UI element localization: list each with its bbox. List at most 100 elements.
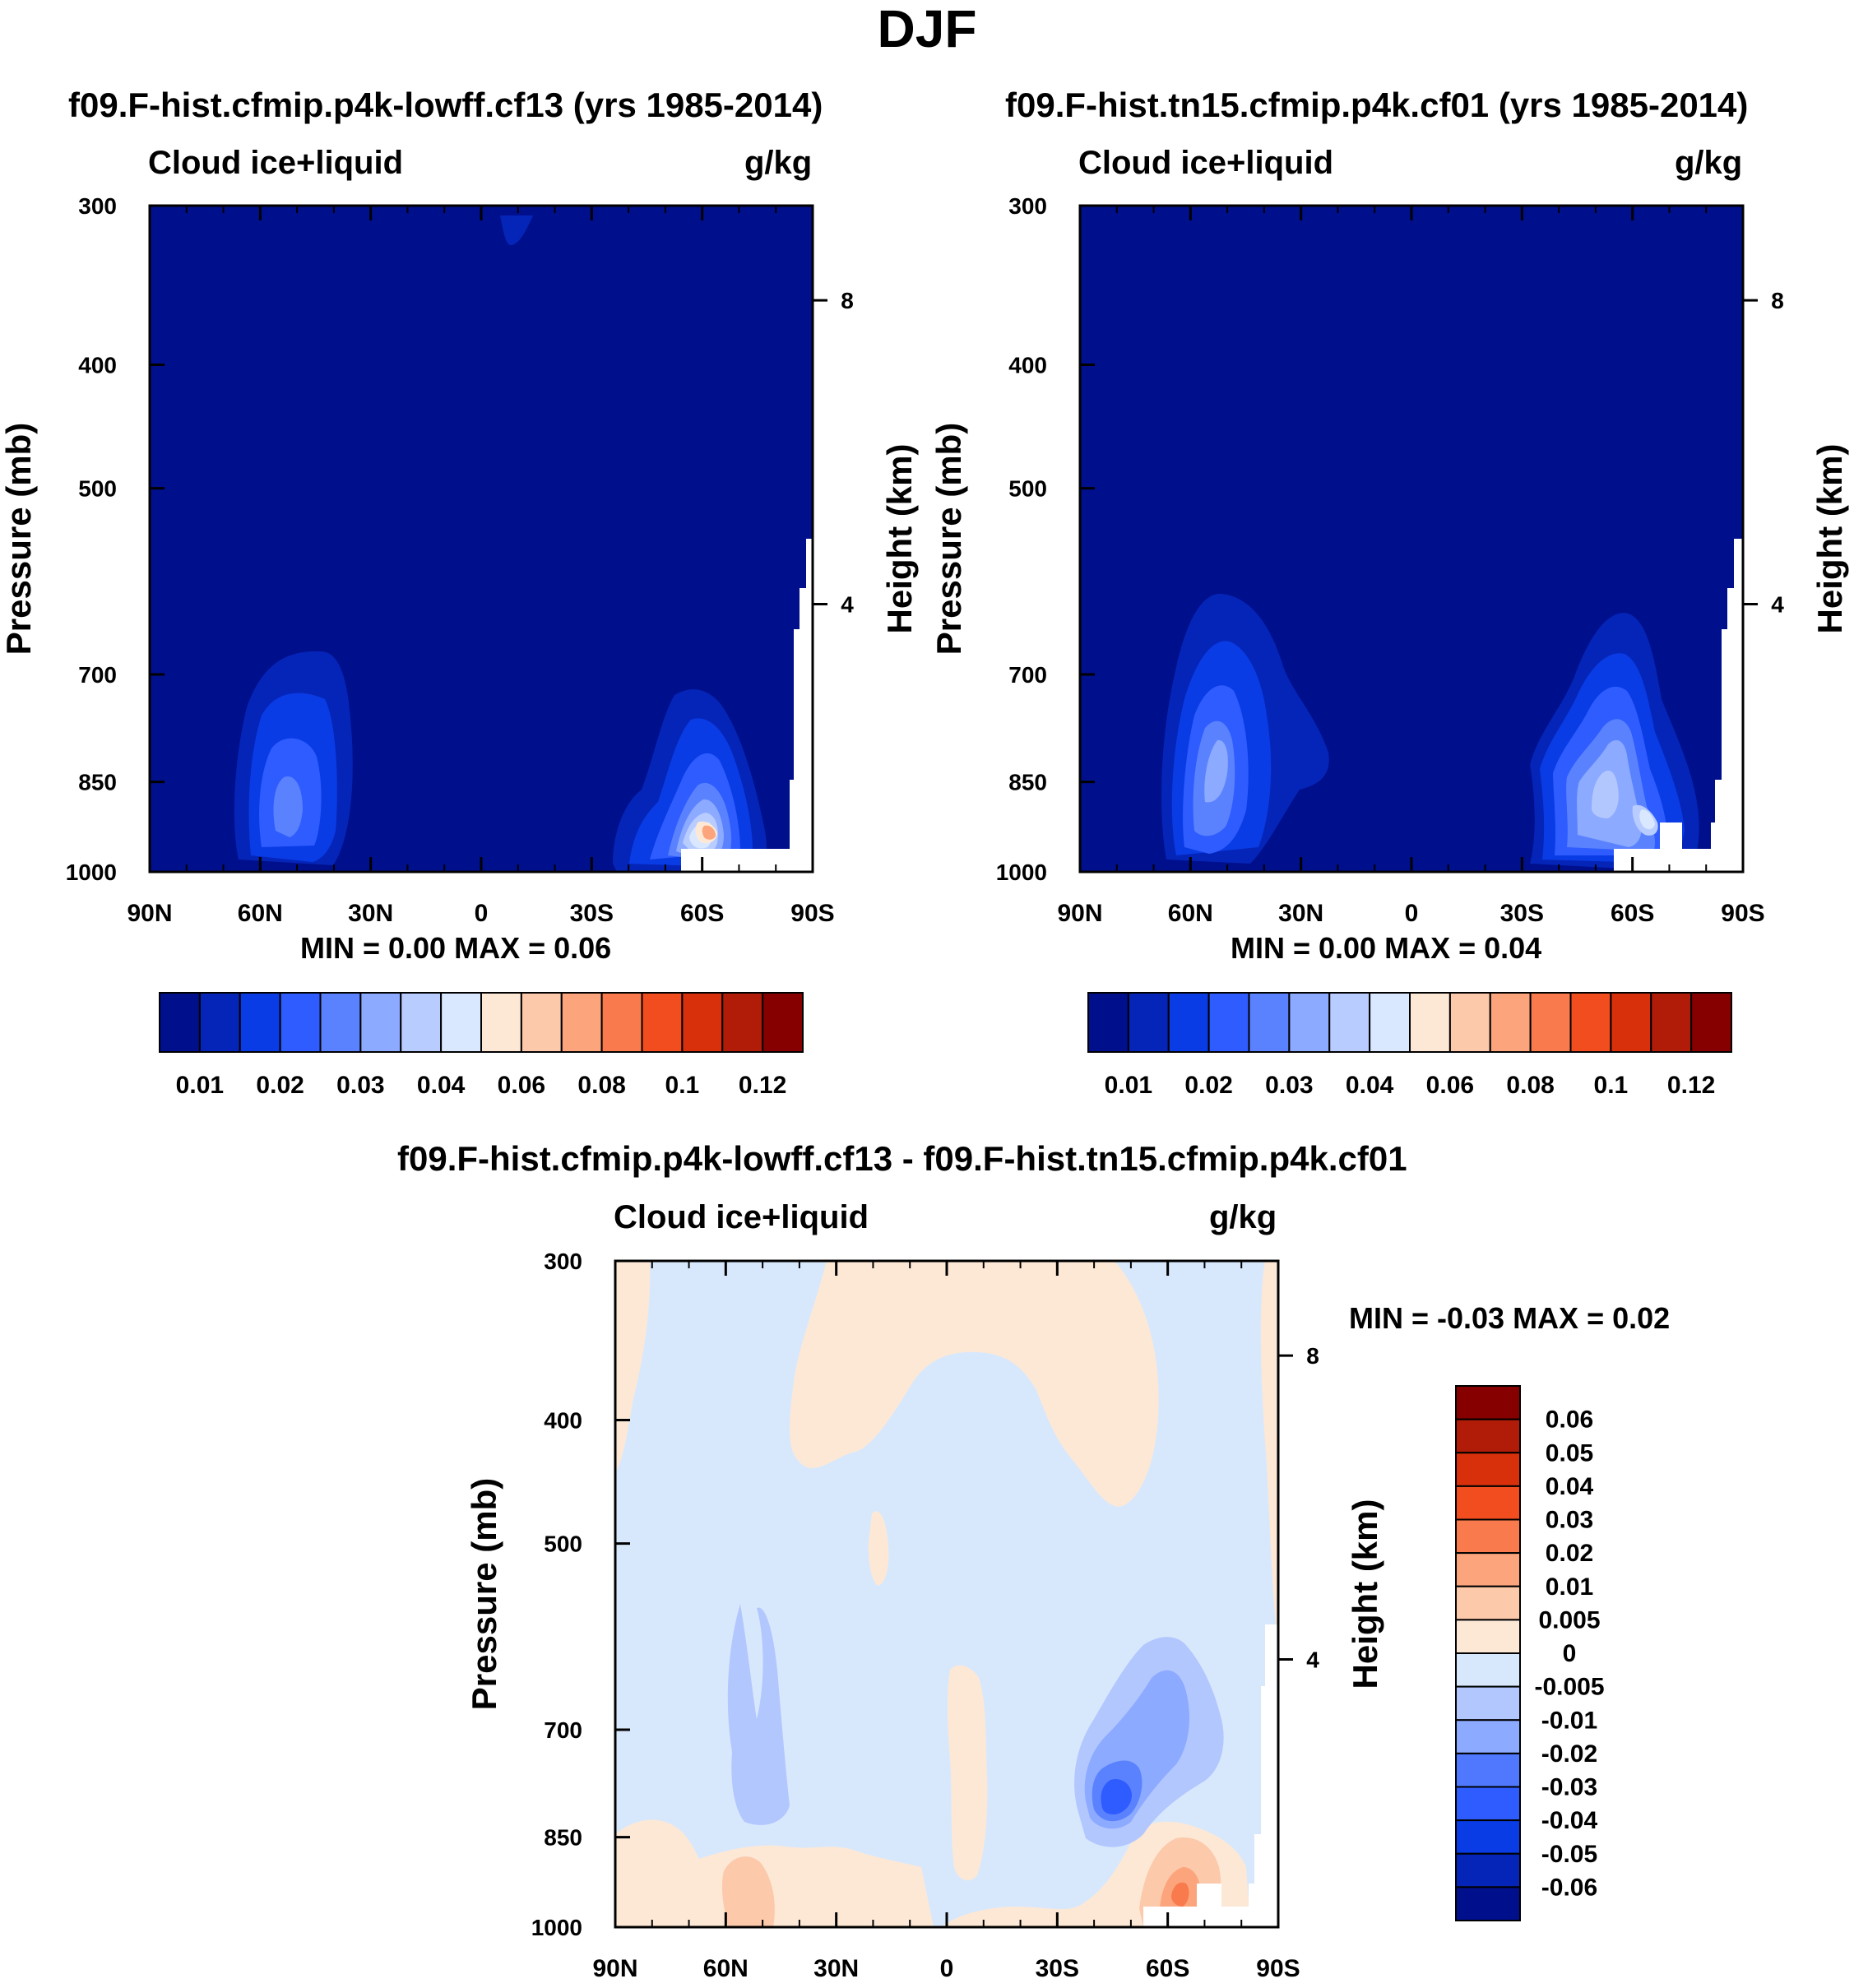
x-tick-label: 60S: [1611, 900, 1654, 927]
axes-bottom: 90N 60N 30N 0 30S 60S 90S 300 400 500 700 850 1000 Pr…: [465, 1249, 1384, 1982]
colorbar-box: [319, 992, 362, 1053]
x-tick-label: 30S: [1036, 1955, 1079, 1982]
colorbar-box: [1650, 992, 1693, 1053]
colorbar-label: -0.05: [1541, 1841, 1597, 1868]
colorbar-label: 0.08: [1506, 1072, 1554, 1099]
colorbar-box: [520, 992, 563, 1053]
colorbar-top-right: 0.01 0.02 0.03 0.04 0.06 0.08 0.1 0.12: [1087, 992, 1732, 1099]
y-tick-label: 300: [1008, 193, 1047, 219]
colorbar-box: [1455, 1752, 1521, 1788]
x-tick-label: 60N: [238, 900, 283, 927]
y2-tick-label: 4: [841, 591, 854, 617]
field-label-bottom: Cloud ice+liquid: [614, 1199, 869, 1235]
colorbar-box: [1455, 1552, 1521, 1587]
x-tick-label: 90N: [1057, 900, 1102, 927]
colorbar-box: [1455, 1852, 1521, 1888]
y-tick-label: 850: [544, 1825, 582, 1851]
y-tick-label: 500: [544, 1532, 582, 1557]
x-tick-label: 60N: [1168, 900, 1213, 927]
colorbar-label: -0.04: [1541, 1807, 1598, 1834]
x-tick-label: 90S: [1721, 900, 1764, 927]
colorbar-label: -0.06: [1541, 1874, 1597, 1901]
colorbar-label: 0.02: [256, 1072, 304, 1099]
colorbar-box: [600, 992, 643, 1053]
x-tick-label: 0: [475, 900, 489, 927]
colorbar-box: [1455, 1685, 1521, 1722]
y-tick-label: 500: [78, 476, 117, 502]
field-top-right: [1080, 206, 1743, 872]
colorbar-box: [1448, 992, 1491, 1053]
colorbar-box: [279, 992, 322, 1053]
colorbar-label: -0.03: [1541, 1774, 1597, 1801]
colorbar-label: 0.1: [1594, 1072, 1629, 1099]
colorbar-label: 0.04: [1346, 1072, 1394, 1099]
colorbar-label: 0.06: [498, 1072, 545, 1099]
colorbar-bottom: 0.06 0.05 0.04 0.03 0.02 0.01 0.005 0 -0.005 -0.0…: [1455, 1385, 1605, 1921]
colorbar-box: [1127, 992, 1170, 1053]
colorbar-label: 0.01: [176, 1072, 224, 1099]
y-tick-label: 400: [544, 1408, 582, 1434]
colorbar-box: [159, 992, 201, 1053]
colorbar-label: 0.1: [665, 1072, 700, 1099]
y-tick-label: 700: [78, 662, 117, 688]
colorbar-box: [1167, 992, 1210, 1053]
y-tick-label: 300: [78, 193, 117, 219]
y2-axis-label: Height (km): [1810, 444, 1849, 634]
colorbar-box: [1455, 1518, 1521, 1555]
x-tick-label: 30N: [348, 900, 393, 927]
colorbar-box: [198, 992, 241, 1053]
x-tick-label: 0: [1405, 900, 1419, 927]
colorbar-box: [1455, 1385, 1521, 1420]
colorbar-label: 0.005: [1538, 1606, 1600, 1633]
units-label-top-right: g/kg: [1675, 145, 1743, 181]
field-top-left: [150, 206, 813, 872]
y-tick-label: 850: [78, 770, 117, 795]
colorbar-box: [1409, 992, 1451, 1053]
y-tick-label: 300: [544, 1249, 582, 1274]
colorbar-label: -0.01: [1541, 1707, 1597, 1734]
x-tick-label: 90S: [1256, 1955, 1300, 1982]
y-tick-label: 500: [1008, 476, 1047, 502]
x-tick-label: 60N: [703, 1955, 749, 1982]
colorbar-box: [1489, 992, 1532, 1053]
colorbar-label: -0.005: [1534, 1674, 1604, 1701]
colorbar-box: [400, 992, 443, 1053]
y-tick-label: 850: [1008, 770, 1047, 795]
field-label-top-right: Cloud ice+liquid: [1078, 145, 1334, 181]
field-label-top-left: Cloud ice+liquid: [148, 145, 404, 181]
y-tick-label: 1000: [66, 860, 117, 885]
axes-top-right: 90N 60N 30N 0 30S 60S 90S 300 400 500 700 850 1000 Pr…: [929, 193, 1849, 927]
minmax-top-right: MIN = 0.00 MAX = 0.04: [1231, 931, 1542, 965]
main-title: DJF: [877, 0, 977, 58]
y-tick-label: 400: [1008, 353, 1047, 378]
colorbar-box: [762, 992, 804, 1053]
colorbar-box: [1455, 1719, 1521, 1754]
y2-axis-label: Height (km): [880, 444, 919, 634]
colorbar-box: [681, 992, 724, 1053]
field-bottom: [615, 1261, 1278, 1927]
colorbar-label: 0: [1563, 1640, 1577, 1667]
units-label-top-left: g/kg: [744, 145, 813, 181]
colorbar-label: 0.12: [739, 1072, 786, 1099]
y-tick-label: 400: [78, 353, 117, 378]
colorbar-label: 0.06: [1546, 1406, 1593, 1434]
colorbar-box: [1248, 992, 1291, 1053]
y-axis-label: Pressure (mb): [0, 423, 38, 655]
y-tick-label: 1000: [996, 860, 1047, 885]
colorbar-box: [1455, 1418, 1521, 1454]
colorbar-box: [1087, 992, 1129, 1053]
colorbar-box: [1455, 1485, 1521, 1521]
colorbar-label: 0.12: [1667, 1072, 1715, 1099]
colorbar-box: [1455, 1452, 1521, 1487]
colorbar-box: [641, 992, 684, 1053]
panel-title-top-right: f09.F-hist.tn15.cfmip.p4k.cf01 (yrs 1985…: [1005, 86, 1749, 124]
colorbar-box: [1455, 1786, 1521, 1822]
colorbar-box: [1288, 992, 1331, 1053]
panel-title-top-left: f09.F-hist.cfmip.p4k-lowff.cf13 (yrs 198…: [68, 86, 823, 124]
colorbar-label: -0.02: [1541, 1740, 1597, 1768]
colorbar-top-left: 0.01 0.02 0.03 0.04 0.06 0.08 0.1 0.12: [159, 992, 804, 1099]
colorbar-box: [1610, 992, 1652, 1053]
colorbar-box: [1455, 1619, 1521, 1654]
x-tick-label: 30S: [1500, 900, 1544, 927]
